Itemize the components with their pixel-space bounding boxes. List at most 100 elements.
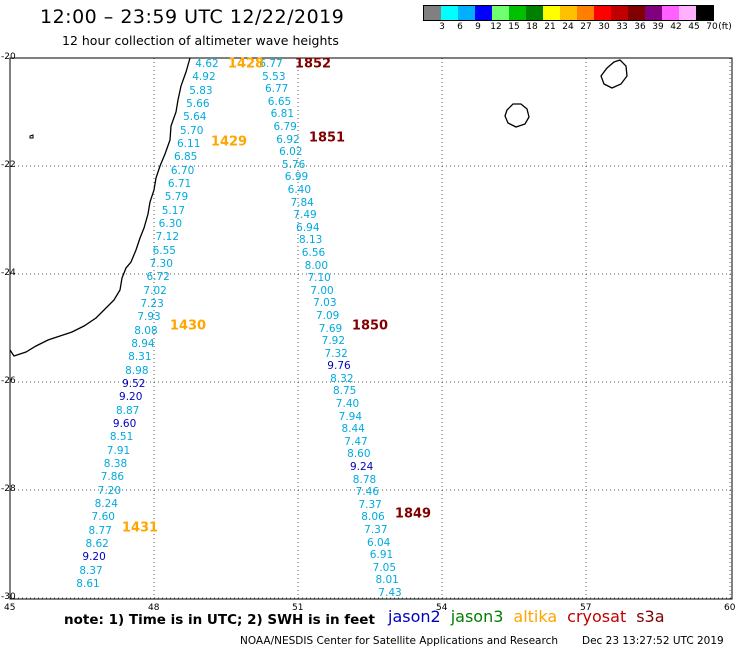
scale-swatch (543, 6, 560, 20)
legend-s3a: s3a (636, 607, 665, 626)
credit-text: NOAA/NESDIS Center for Satellite Applica… (240, 635, 558, 647)
scale-swatch (492, 6, 509, 20)
longitude-label: 60 (724, 603, 736, 613)
scale-swatch (594, 6, 611, 20)
scale-swatch (577, 6, 594, 20)
color-scale-bar (423, 5, 714, 21)
wave-height-value: 5.76 (281, 158, 306, 171)
longitude-label: 57 (580, 603, 592, 613)
wave-height-value: 7.09 (315, 309, 340, 322)
islet (29, 134, 34, 139)
wave-height-value: 5.70 (180, 124, 204, 137)
wave-height-value: 8.32 (330, 372, 354, 385)
wave-height-value: 8.00 (304, 259, 329, 272)
wave-height-value: 6.77 (264, 83, 289, 96)
wave-height-value: 9.76 (327, 360, 351, 373)
wave-height-value: 6.92 (276, 133, 300, 146)
note-text: note: 1) Time is in UTC; 2) SWH is in fe… (64, 612, 375, 628)
scale-swatch (696, 6, 713, 20)
scale-label: 42 (670, 22, 682, 32)
wave-height-value: 9.60 (112, 418, 137, 430)
latitude-label: -20 (1, 52, 16, 62)
time-label: 1850 (351, 318, 389, 334)
wave-height-value: 6.81 (270, 108, 295, 121)
legend-altika: altika (513, 607, 558, 626)
wave-height-value: 6.72 (146, 271, 170, 284)
chart-subtitle: 12 hour collection of altimeter wave hei… (62, 33, 339, 48)
scale-swatch (628, 6, 645, 20)
wave-height-value: 7.23 (140, 298, 164, 310)
legend-jason3: jason3 (450, 607, 504, 626)
time-label: 1851 (308, 130, 346, 146)
latitude-label: -28 (1, 484, 16, 494)
scale-label: 36 (634, 22, 646, 32)
wave-height-value: 7.12 (155, 231, 180, 244)
time-label: 1429 (210, 134, 248, 150)
wave-height-value: 8.98 (125, 364, 149, 377)
wave-height-value: 6.94 (296, 221, 320, 234)
legend-jason2: jason2 (388, 607, 441, 626)
wave-height-value: 8.75 (332, 385, 357, 398)
wave-height-value: 6.56 (301, 246, 326, 259)
wave-height-value: 8.51 (109, 431, 134, 444)
wave-height-value: 7.91 (106, 444, 131, 457)
scale-swatch (441, 6, 458, 20)
wave-height-value: 7.94 (338, 410, 363, 423)
wave-height-value: 6.71 (167, 178, 192, 190)
wave-height-value: 9.20 (119, 391, 143, 404)
scale-swatch (424, 6, 441, 20)
wave-height-value: 7.93 (137, 311, 161, 324)
wave-height-value: 4.92 (192, 71, 216, 84)
wave-height-value: 8.78 (352, 473, 377, 486)
wave-height-value: 8.60 (347, 448, 371, 461)
wave-height-value: 5.64 (183, 111, 207, 124)
wave-height-value: 6.40 (287, 183, 312, 196)
legend-cryosat: cryosat (567, 607, 627, 626)
wave-height-value: 8.62 (85, 538, 109, 550)
scale-swatch (679, 6, 696, 20)
scale-unit: (ft) (718, 22, 732, 32)
wave-height-value: 7.30 (149, 258, 173, 270)
wave-height-value: 7.37 (358, 498, 382, 511)
time-label: 1852 (294, 56, 332, 72)
scale-label: 6 (457, 22, 463, 32)
mauritius-island (600, 59, 628, 89)
wave-height-value: 8.08 (134, 324, 158, 337)
wave-height-value: 7.43 (378, 587, 402, 599)
wave-height-value: 7.37 (364, 524, 388, 537)
wave-height-value: 6.91 (369, 549, 394, 562)
wave-height-value: 7.86 (100, 471, 125, 484)
scale-label: 21 (544, 22, 556, 32)
wave-height-value: 7.10 (307, 272, 331, 285)
wave-height-value: 6.85 (173, 151, 198, 164)
wave-height-value: 8.87 (115, 404, 140, 417)
wave-height-value: 6.65 (267, 95, 292, 108)
chart-title: 12:00 – 23:59 UTC 12/22/2019 (40, 6, 345, 28)
scale-swatch (611, 6, 628, 20)
wave-height-value: 8.38 (103, 458, 128, 470)
wave-height-value: 6.70 (170, 164, 195, 177)
time-label: 1849 (394, 506, 432, 522)
map-frame (9, 57, 733, 600)
wave-height-value: 9.20 (82, 551, 106, 564)
wave-height-value: 5.83 (189, 84, 213, 97)
wave-height-value: 6.79 (273, 120, 297, 133)
wave-height-value: 8.77 (88, 524, 112, 537)
scale-label: 12 (490, 22, 502, 32)
scale-swatch (662, 6, 679, 20)
longitude-label: 48 (148, 603, 160, 613)
scale-label: 9 (475, 22, 481, 32)
scale-label: 39 (652, 22, 664, 32)
scale-label: 24 (562, 22, 574, 32)
wave-height-value: 9.52 (122, 378, 146, 390)
time-label: 1430 (169, 318, 207, 334)
wave-height-value: 7.69 (318, 322, 343, 335)
madagascar-coastline (9, 57, 191, 357)
wave-height-value: 7.20 (97, 484, 122, 497)
longitude-label: 54 (436, 603, 448, 613)
timestamp-text: Dec 23 13:27:52 UTC 2019 (582, 635, 724, 647)
scale-swatch (526, 6, 543, 20)
satellite-legend: jason2 jason3 altika cryosat s3a (388, 607, 675, 626)
scale-swatch (645, 6, 662, 20)
